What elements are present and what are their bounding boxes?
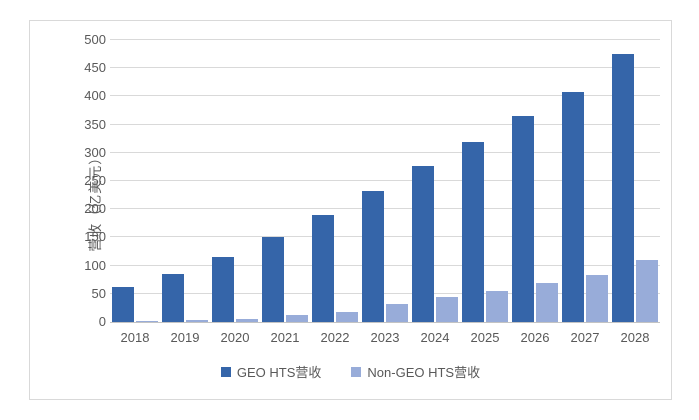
y-tick-label-0: 0	[98, 314, 106, 329]
y-axis-tick-labels: 0 50 100 150 200 250 300 350 400 450 500	[60, 33, 106, 329]
bar-geo-2023	[362, 191, 384, 322]
bar-geo-2019	[162, 274, 184, 322]
bar-group-2027	[560, 40, 610, 322]
gridline-250	[110, 180, 660, 181]
bar-group-2020	[210, 40, 260, 322]
bar-nongeo-2018	[136, 320, 158, 322]
x-tick-label-2022: 2022	[320, 330, 350, 345]
bar-geo-2028	[612, 53, 634, 322]
legend-item-geo: GEO HTS营收	[220, 362, 322, 381]
x-tick-label-2020: 2020	[220, 330, 250, 345]
bar-geo-2025	[462, 141, 484, 322]
gridline-450	[110, 67, 660, 69]
x-tick-label-2019: 2019	[170, 330, 200, 345]
x-tick-label-2025: 2025	[470, 330, 500, 345]
bar-geo-2021	[262, 237, 284, 322]
bar-groups	[110, 40, 660, 322]
y-tick-label-150: 150	[84, 229, 106, 245]
y-tick-label-200: 200	[84, 201, 106, 217]
bar-group-2025	[460, 40, 510, 322]
bar-geo-2018	[112, 287, 134, 322]
legend: GEO HTS营收 Non-GEO HTS营收	[30, 362, 671, 381]
x-tick-label-2028: 2028	[620, 330, 650, 345]
y-tick-label-250: 250	[84, 173, 106, 188]
bar-group-2028	[610, 40, 660, 322]
bar-nongeo-2028	[636, 259, 658, 322]
x-tick-label-2023: 2023	[370, 330, 400, 345]
gridline-100	[110, 264, 660, 266]
bar-nongeo-2027	[586, 274, 608, 322]
bar-nongeo-2023	[386, 303, 408, 322]
y-tick-label-350: 350	[84, 116, 106, 132]
bar-nongeo-2020	[236, 318, 258, 322]
legend-label-nongeo: Non-GEO HTS营收	[367, 365, 481, 380]
bar-group-2026	[510, 40, 560, 322]
bar-group-2019	[160, 40, 210, 322]
x-axis-line	[110, 322, 660, 323]
bar-geo-2024	[412, 165, 434, 322]
x-tick-label-2026: 2026	[520, 330, 550, 345]
bar-group-2023	[360, 40, 410, 322]
legend-swatch-nongeo	[351, 366, 362, 377]
gridline-300	[110, 151, 660, 153]
bar-geo-2027	[562, 91, 584, 322]
bar-group-2022	[310, 40, 360, 322]
gridline-200	[110, 208, 660, 210]
bar-nongeo-2025	[486, 290, 508, 322]
x-tick-label-2024: 2024	[420, 330, 450, 345]
bar-nongeo-2019	[186, 320, 208, 322]
plot-area	[110, 39, 660, 323]
bar-geo-2022	[312, 215, 334, 322]
bar-nongeo-2024	[436, 297, 458, 322]
y-tick-label-50: 50	[91, 285, 106, 301]
bar-geo-2026	[512, 116, 534, 322]
y-tick-label-450: 450	[84, 60, 106, 76]
legend-swatch-geo	[220, 366, 231, 377]
bar-nongeo-2026	[536, 283, 558, 322]
bar-geo-2020	[212, 257, 234, 322]
x-tick-label-2027: 2027	[570, 330, 600, 345]
gridline-350	[110, 123, 660, 125]
bar-group-2021	[260, 40, 310, 322]
gridline-150	[110, 236, 660, 238]
y-tick-label-300: 300	[84, 144, 106, 160]
gridline-400	[110, 95, 660, 97]
bar-nongeo-2022	[336, 311, 358, 322]
gridline-50	[110, 292, 660, 294]
bar-group-2024	[410, 40, 460, 322]
y-tick-label-500: 500	[84, 32, 106, 47]
chart-frame: 营收（亿美元） 0 50 100 150 200 250 300 350 400 450 500 2…	[29, 20, 672, 400]
bar-nongeo-2021	[286, 315, 308, 322]
y-tick-label-100: 100	[84, 257, 106, 273]
bar-group-2018	[110, 40, 160, 322]
x-axis-tick-labels: 2018 2019 2020 2021 2022 2023 2024 2025 2026 2027…	[110, 330, 660, 345]
legend-label-geo: GEO HTS营收	[236, 365, 322, 380]
x-tick-label-2021: 2021	[270, 330, 300, 345]
y-tick-label-400: 400	[84, 88, 106, 104]
x-tick-label-2018: 2018	[120, 330, 150, 345]
legend-item-nongeo: Non-GEO HTS营收	[351, 362, 480, 381]
gridline-500	[110, 39, 660, 40]
